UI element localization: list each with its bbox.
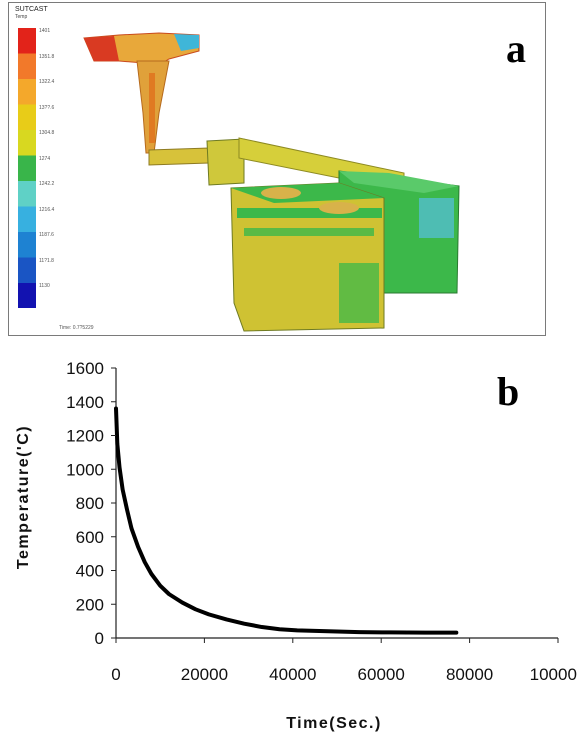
legend-swatch bbox=[18, 104, 36, 130]
legend-swatch bbox=[18, 181, 36, 207]
simulation-title: SUTCAST bbox=[15, 6, 48, 13]
legend-label: 1242.2 bbox=[39, 181, 55, 187]
x-axis-title: Time(Sec.) bbox=[286, 715, 382, 732]
y-axis-title: Temperature('C) bbox=[15, 425, 32, 569]
legend-label: 1187.6 bbox=[39, 232, 54, 238]
legend-label: 1274 bbox=[39, 155, 51, 162]
panel-letter-b: b bbox=[497, 369, 520, 414]
legend-swatch bbox=[18, 28, 36, 54]
legend-label: 1401 bbox=[39, 28, 51, 34]
y-tick-label: 800 bbox=[76, 494, 104, 513]
x-tick-label: 20000 bbox=[181, 665, 228, 684]
legend-swatch bbox=[18, 283, 36, 308]
x-tick-label: 80000 bbox=[446, 665, 493, 684]
legend-swatch bbox=[18, 155, 36, 181]
legend-swatch bbox=[18, 79, 36, 105]
y-tick-label: 600 bbox=[76, 528, 104, 547]
simulation-subtitle: Temp bbox=[15, 14, 28, 20]
legend-swatch bbox=[18, 130, 36, 156]
temperature-color-legend bbox=[18, 28, 36, 308]
x-tick-label: 60000 bbox=[358, 665, 405, 684]
x-axis-ticks: 0 20000 40000 60000 80000 100000 bbox=[111, 638, 577, 684]
panel-letter-a: a bbox=[506, 26, 526, 71]
x-tick-label: 100000 bbox=[530, 665, 577, 684]
y-tick-label: 1200 bbox=[66, 427, 104, 446]
y-tick-label: 400 bbox=[76, 562, 104, 581]
simulation-image-panel: SUTCAST Temp 1401 1351.8 1322.4 13??.6 1304.… bbox=[8, 2, 546, 336]
y-tick-label: 0 bbox=[95, 629, 104, 648]
cooling-curve-chart: 0 200 400 600 800 1000 1200 1400 1600 0 20000 4000… bbox=[15, 359, 577, 732]
x-tick-label: 40000 bbox=[269, 665, 316, 684]
y-axis-ticks: 0 200 400 600 800 1000 1200 1400 1600 bbox=[66, 359, 116, 648]
legend-label: 13??.6 bbox=[39, 104, 55, 111]
legend-label: 1322.4 bbox=[39, 79, 55, 85]
legend-label: 11?1.8 bbox=[39, 257, 54, 264]
legend-swatch bbox=[18, 232, 36, 258]
legend-swatch bbox=[18, 206, 36, 232]
casting-geometry-illustration bbox=[83, 32, 460, 332]
legend-label: 1130 bbox=[39, 283, 50, 289]
y-tick-label: 1600 bbox=[66, 359, 104, 378]
y-tick-label: 1000 bbox=[66, 460, 104, 479]
legend-label: 1304.8 bbox=[39, 130, 55, 136]
legend-swatch bbox=[18, 257, 36, 283]
y-tick-label: 200 bbox=[76, 595, 104, 614]
cooling-curve-line bbox=[114, 406, 459, 635]
legend-label: 1351.8 bbox=[39, 53, 55, 60]
simulation-time-readout: Time: 0.7?5229 bbox=[59, 325, 94, 331]
y-tick-label: 1400 bbox=[66, 393, 104, 412]
x-tick-label: 0 bbox=[111, 665, 120, 684]
legend-swatch bbox=[18, 53, 36, 79]
legend-label: 1216.4 bbox=[39, 206, 55, 213]
